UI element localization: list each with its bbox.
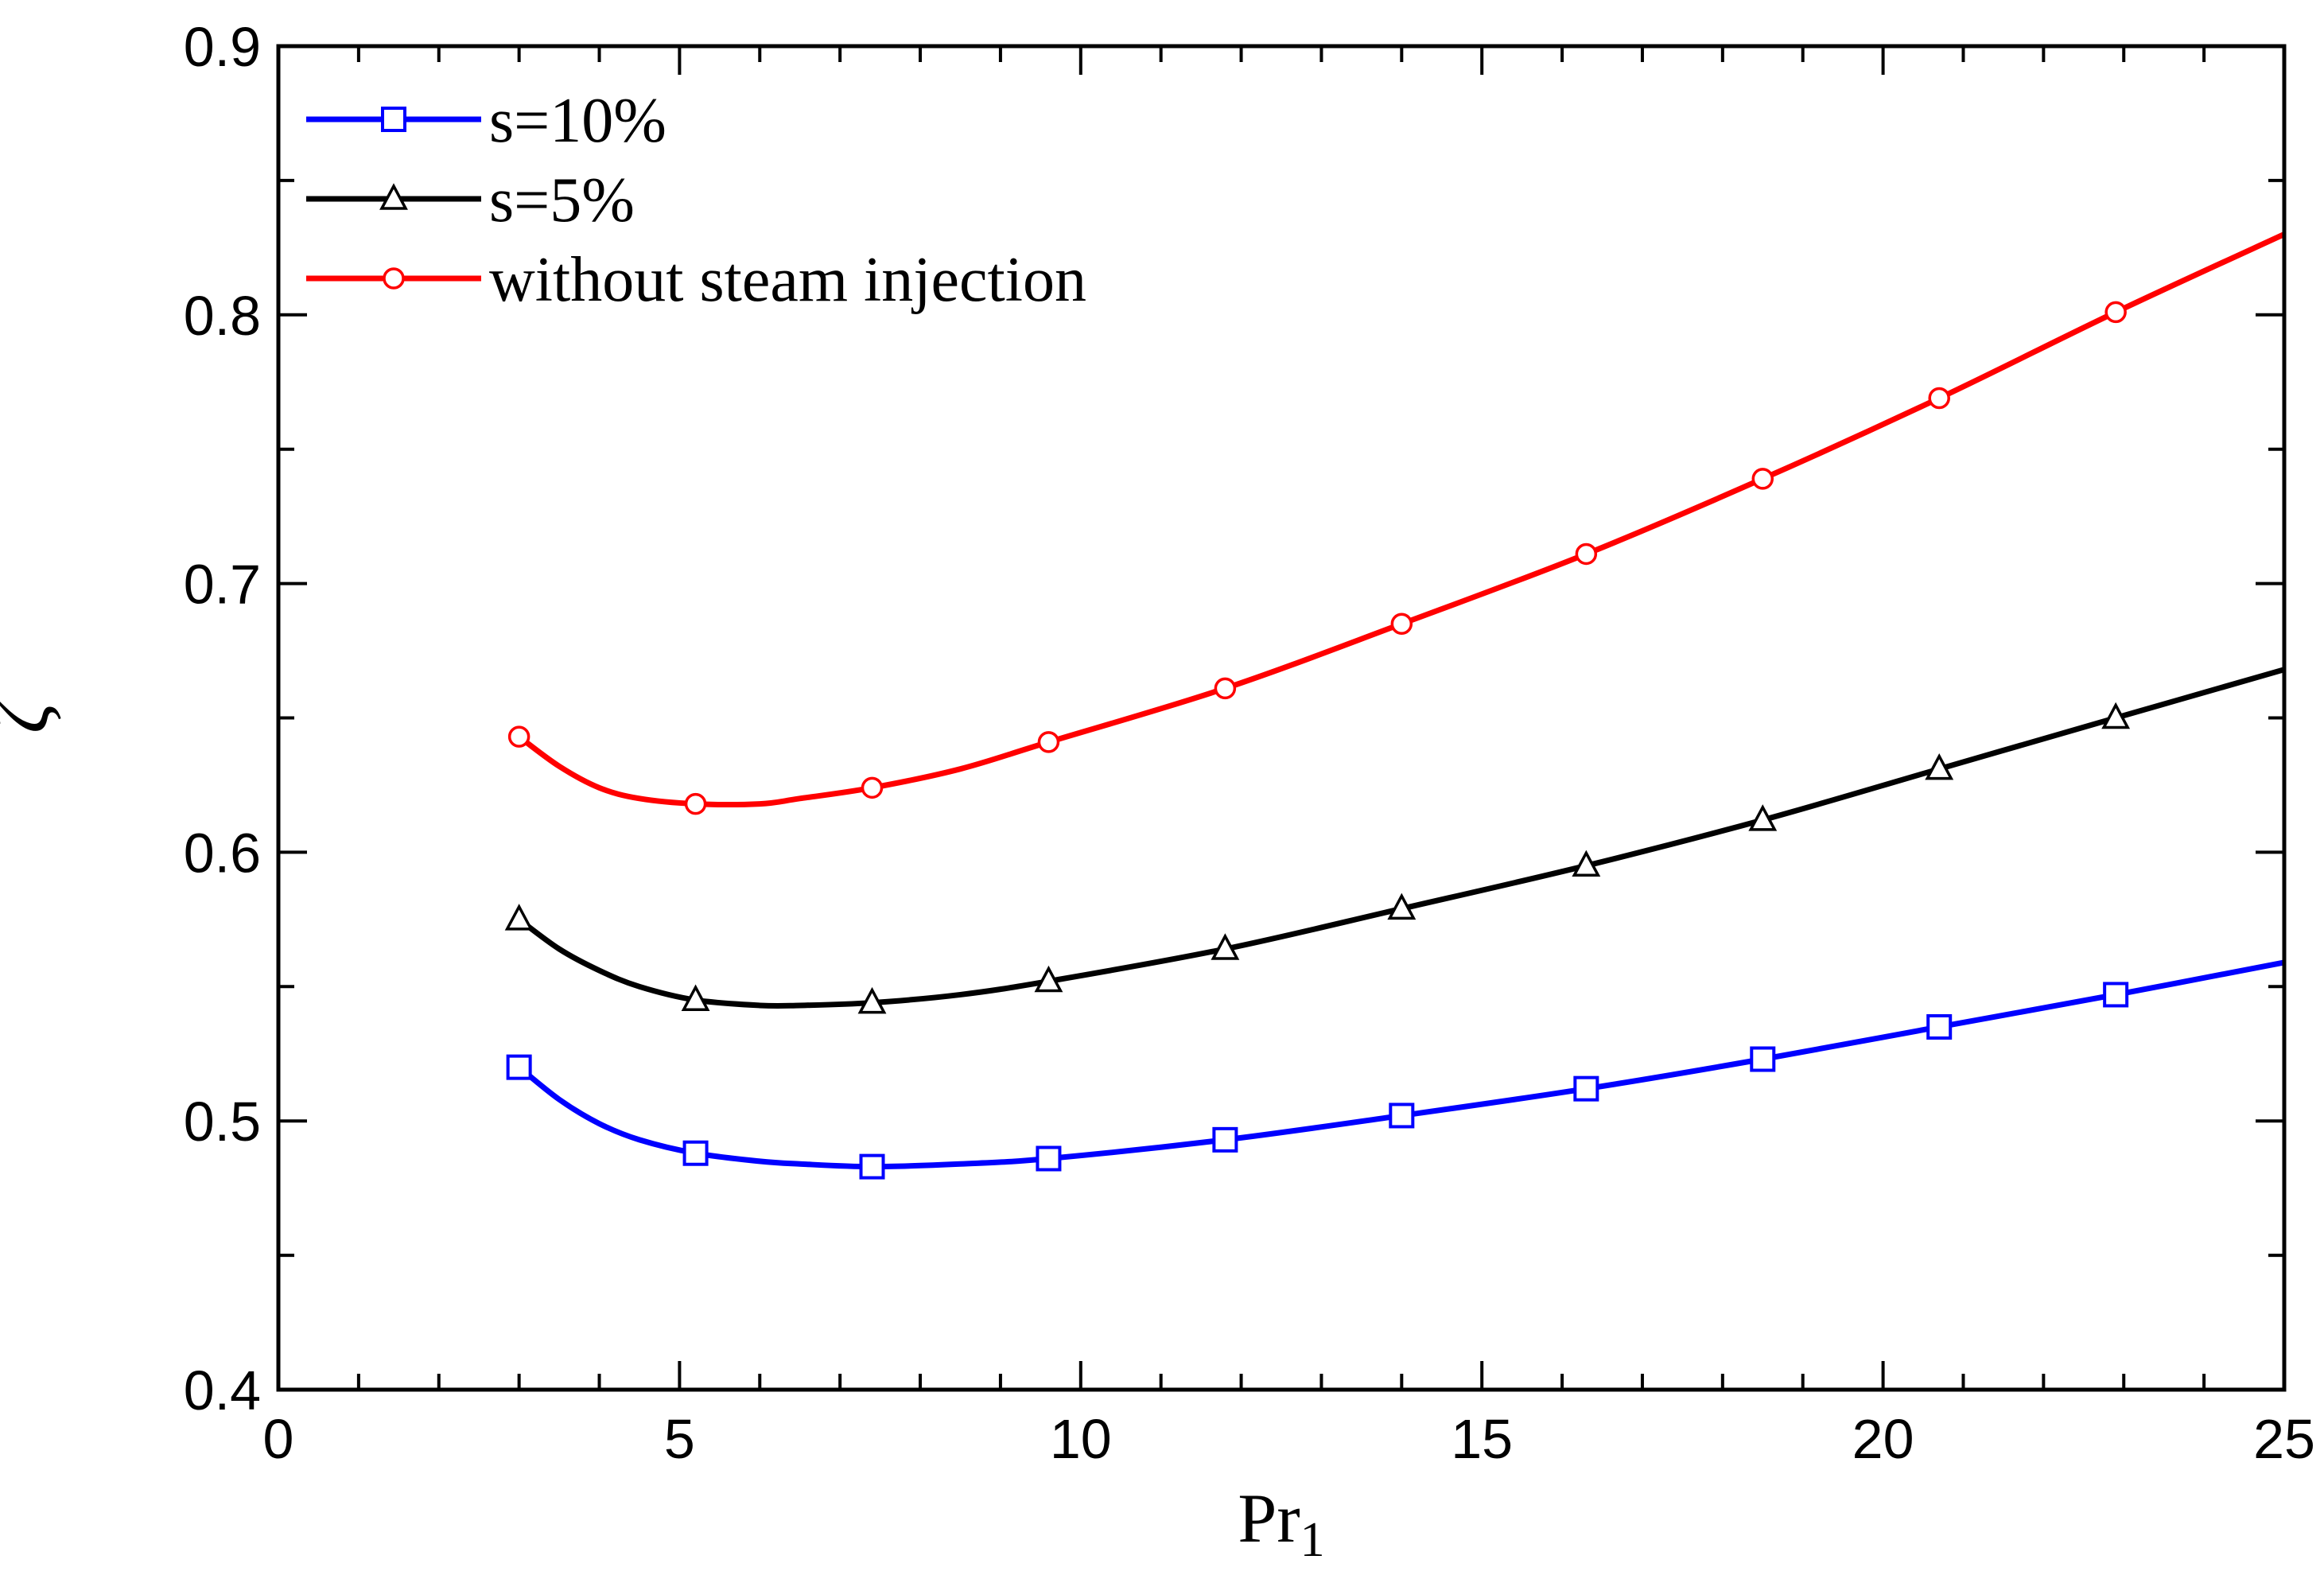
x-tick-label: 0 — [263, 1408, 294, 1470]
y-tick-label: 0.9 — [184, 16, 261, 78]
data-point-triangle — [1211, 933, 1240, 960]
legend-marker-triangle — [379, 183, 408, 210]
data-point-triangle — [2101, 702, 2131, 729]
x-tick-label: 10 — [1050, 1408, 1112, 1470]
x-axis-title-subscript: 1 — [1300, 1513, 1325, 1567]
data-point-square — [1750, 1046, 1776, 1072]
y-tick-label: 0.8 — [184, 285, 261, 347]
data-point-triangle — [1387, 892, 1417, 920]
data-point-square — [2103, 982, 2129, 1008]
series-1 — [504, 667, 2285, 1014]
data-point-square — [682, 1140, 709, 1166]
legend-label: s=5% — [489, 165, 635, 235]
x-tick-label: 15 — [1451, 1408, 1513, 1470]
data-point-circle — [2104, 301, 2127, 324]
x-axis-title-main: Pr — [1238, 1480, 1300, 1558]
data-point-circle — [1751, 468, 1774, 490]
series-line — [517, 959, 2285, 1170]
x-tick-label: 5 — [664, 1408, 695, 1470]
data-point-circle — [1928, 387, 1950, 410]
data-point-square — [1389, 1102, 1415, 1129]
plot-frame — [276, 44, 2287, 1392]
legend-item: without steam injection — [306, 245, 1086, 315]
legend-marker-square — [381, 107, 406, 132]
series-line — [517, 667, 2285, 1009]
data-point-square — [859, 1153, 885, 1180]
legend: s=10% s=5% without steam injection — [306, 86, 1086, 315]
legend-label: s=10% — [489, 86, 666, 156]
data-point-circle — [1214, 677, 1237, 700]
series-0 — [506, 959, 2285, 1180]
legend-item: s=10% — [306, 86, 666, 156]
x-axis-title: Pr1 — [1238, 1480, 1324, 1567]
data-point-circle — [507, 725, 530, 748]
data-point-circle — [1575, 542, 1598, 566]
data-point-circle — [684, 792, 707, 815]
data-point-triangle — [1034, 965, 1063, 993]
data-point-square — [1212, 1126, 1238, 1153]
y-axis-title: ζ — [0, 698, 64, 733]
data-point-square — [506, 1054, 532, 1080]
x-tick-label: 20 — [1852, 1408, 1914, 1470]
data-point-triangle — [1572, 850, 1601, 877]
data-point-square — [1573, 1075, 1599, 1102]
y-tick-label: 0.7 — [184, 554, 261, 616]
legend-marker-circle — [383, 267, 405, 290]
data-point-triangle — [1748, 804, 1778, 831]
legend-label: without steam injection — [489, 245, 1086, 315]
y-tick-label: 0.4 — [184, 1359, 261, 1421]
data-point-circle — [1390, 612, 1413, 636]
x-tick-label: 25 — [2253, 1408, 2315, 1470]
series-2 — [507, 231, 2286, 815]
data-point-triangle — [1925, 752, 1954, 780]
y-tick-label: 0.5 — [184, 1091, 261, 1153]
data-point-triangle — [681, 984, 710, 1011]
data-point-square — [1036, 1145, 1062, 1172]
tick-labels: 0 5 10 15 20 25 0.4 0.5 0.6 0.7 0.8 0.9 — [184, 16, 2315, 1470]
data-point-triangle — [504, 904, 534, 931]
series-layer — [504, 231, 2286, 1180]
data-point-triangle — [857, 986, 887, 1014]
y-tick-label: 0.6 — [184, 822, 261, 884]
legend-item: s=5% — [306, 165, 635, 235]
data-point-circle — [861, 776, 884, 799]
data-point-circle — [1037, 731, 1060, 753]
data-point-square — [1926, 1013, 1953, 1040]
